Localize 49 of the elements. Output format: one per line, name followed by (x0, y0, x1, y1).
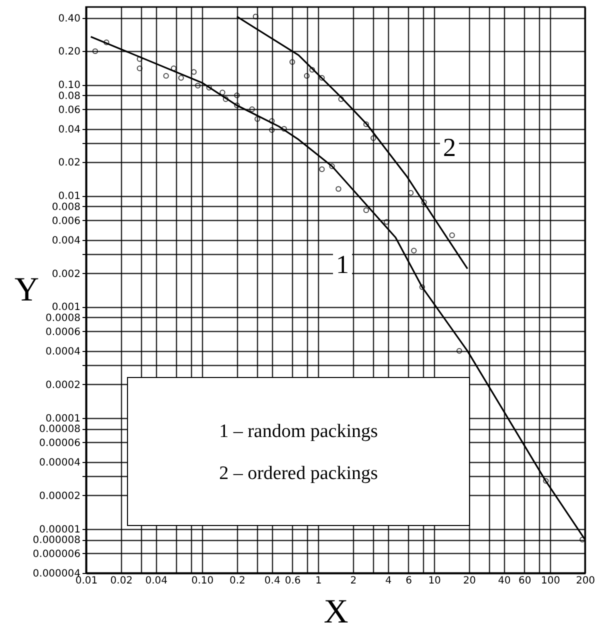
y-tick-label: 0.000006 (32, 548, 80, 560)
y-tick-label: 0.06 (58, 104, 80, 116)
x-tick-label: 6 (406, 576, 412, 586)
y-tick-label: 0.00006 (39, 438, 80, 449)
x-tick-label: 200 (576, 576, 595, 586)
y-tick-label: 0.0001 (46, 413, 80, 424)
x-tick-label: 0.10 (191, 576, 214, 586)
y-axis-title: Y (14, 272, 40, 308)
x-tick-label: 0.6 (284, 576, 301, 586)
y-tick-label: 0.006 (52, 216, 80, 227)
y-tick-label: 0.0006 (46, 326, 80, 338)
y-tick-label: 0.000008 (32, 535, 80, 546)
y-tick-label: 0.20 (58, 46, 80, 58)
y-tick-label: 0.0008 (46, 312, 80, 324)
x-tick-label: 1 (315, 576, 322, 586)
x-tick-label: 2 (350, 576, 357, 586)
x-tick-label: 0.04 (145, 576, 168, 586)
y-tick-label: 0.40 (58, 13, 80, 24)
y-tick-label: 0.00004 (39, 457, 80, 468)
y-tick-label: 0.02 (58, 158, 80, 169)
x-tick-label: 40 (498, 576, 511, 586)
y-tick-label: 0.10 (58, 80, 80, 92)
annotation: 2 (440, 133, 459, 162)
y-tick-label: 0.00001 (39, 524, 80, 536)
y-tick-label: 0.0004 (46, 346, 80, 358)
x-tick-label: 20 (463, 576, 476, 586)
y-tick-label: 0.008 (52, 202, 80, 213)
y-tick-label: 0.08 (58, 90, 80, 102)
y-tick-label: 0.00008 (39, 424, 80, 436)
y-tick-label: 0.002 (52, 268, 80, 280)
x-tick-label: 10 (428, 576, 441, 586)
x-tick-label: 4 (385, 576, 392, 586)
x-tick-label: 0.2 (229, 576, 246, 586)
x-tick-label: 100 (541, 576, 560, 586)
y-tick-label: 0.00002 (39, 490, 80, 502)
y-tick-label: 0.004 (52, 235, 80, 246)
x-tick-label: 0.02 (110, 576, 133, 586)
x-tick-label: 0.4 (264, 576, 280, 586)
annotation: 1 – random packings (218, 421, 379, 443)
y-tick-label: 0.04 (58, 124, 80, 136)
x-tick-label: 60 (518, 576, 532, 586)
x-tick-label: 0.01 (75, 576, 98, 586)
y-tick-label: 0.01 (58, 191, 80, 202)
y-tick-label: 0.0002 (46, 380, 80, 391)
annotation: 1 (333, 250, 352, 279)
x-axis-title: X (324, 594, 348, 630)
text-box: 1 – random packings 2 – ordered packings (127, 377, 470, 526)
y-tick-label: 0.001 (52, 302, 80, 314)
annotation: 2 – ordered packings (218, 463, 379, 485)
